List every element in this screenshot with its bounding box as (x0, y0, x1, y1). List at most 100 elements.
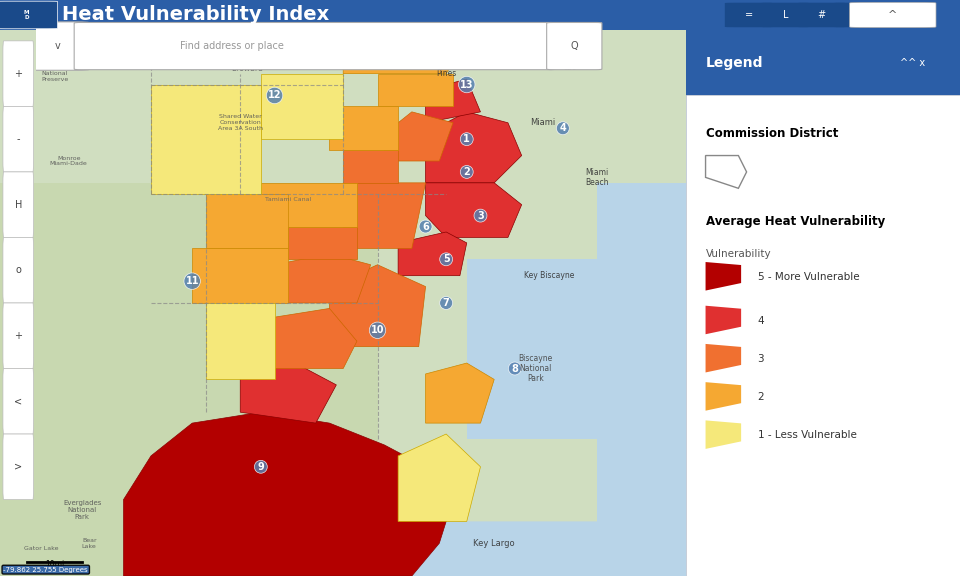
Polygon shape (377, 183, 597, 576)
Text: 1 - Less Vulnerable: 1 - Less Vulnerable (757, 430, 856, 441)
Text: i: i (894, 10, 896, 20)
Text: Legend: Legend (706, 56, 763, 70)
Text: 5: 5 (443, 254, 449, 264)
Text: Shared Water
Conservation
Area 3A South: Shared Water Conservation Area 3A South (218, 115, 263, 131)
Polygon shape (240, 363, 336, 423)
Text: 7: 7 (443, 298, 449, 308)
Text: Bear
Lake: Bear Lake (82, 538, 97, 548)
Polygon shape (261, 308, 357, 369)
Text: +: + (14, 331, 22, 341)
Polygon shape (706, 306, 741, 334)
Text: Pines Blvd: Pines Blvd (408, 54, 444, 60)
FancyBboxPatch shape (798, 3, 846, 27)
FancyBboxPatch shape (546, 22, 602, 70)
Polygon shape (377, 521, 597, 576)
FancyBboxPatch shape (3, 369, 34, 434)
Text: Biscayne
National
Park: Biscayne National Park (518, 354, 553, 384)
Polygon shape (329, 265, 425, 347)
Text: 11: 11 (185, 276, 199, 286)
Polygon shape (124, 412, 453, 576)
Text: L: L (782, 10, 788, 20)
Polygon shape (706, 382, 741, 411)
Text: H: H (14, 200, 22, 210)
Text: Vulnerability: Vulnerability (706, 249, 771, 259)
Text: <: < (14, 396, 22, 406)
Text: +: + (14, 69, 22, 79)
Text: 2: 2 (464, 167, 470, 177)
Polygon shape (344, 183, 425, 248)
Polygon shape (261, 183, 357, 226)
Text: 4: 4 (560, 123, 566, 133)
Polygon shape (344, 150, 398, 183)
Polygon shape (206, 303, 275, 380)
Polygon shape (467, 259, 597, 439)
Text: 8: 8 (512, 363, 518, 373)
FancyBboxPatch shape (725, 3, 773, 27)
Text: Broward: Broward (231, 64, 263, 73)
Text: -79.862 25.755 Degrees: -79.862 25.755 Degrees (4, 567, 88, 573)
Text: Monroe
Miami-Dade: Monroe Miami-Dade (50, 156, 87, 166)
Polygon shape (425, 183, 521, 237)
Text: Miami: Miami (530, 118, 555, 127)
Text: Big Cypress
National
Preserve: Big Cypress National Preserve (36, 65, 73, 82)
Text: Gator Lake: Gator Lake (24, 546, 59, 551)
FancyBboxPatch shape (850, 2, 936, 28)
Text: Key Biscayne: Key Biscayne (524, 271, 574, 280)
Text: 3: 3 (477, 211, 484, 221)
Text: 9: 9 (257, 462, 264, 472)
Text: Hollywood: Hollywood (514, 42, 557, 51)
Text: 820: 820 (563, 65, 576, 71)
Text: v: v (55, 41, 60, 51)
FancyBboxPatch shape (74, 22, 555, 70)
Polygon shape (0, 30, 686, 183)
Bar (686, 30, 960, 96)
FancyBboxPatch shape (3, 434, 34, 499)
Text: Heat Vulnerability Index: Heat Vulnerability Index (62, 6, 329, 24)
FancyBboxPatch shape (3, 172, 34, 237)
Polygon shape (706, 262, 741, 290)
Polygon shape (377, 74, 453, 107)
FancyBboxPatch shape (834, 3, 882, 27)
Text: M
D: M D (24, 10, 29, 20)
Text: =: = (745, 10, 753, 20)
FancyBboxPatch shape (761, 3, 809, 27)
Text: 13: 13 (460, 79, 473, 89)
Text: ^^ x: ^^ x (900, 58, 924, 68)
Polygon shape (398, 232, 467, 276)
Polygon shape (398, 434, 481, 521)
FancyBboxPatch shape (3, 41, 34, 107)
FancyBboxPatch shape (3, 303, 34, 369)
Polygon shape (706, 420, 741, 449)
FancyBboxPatch shape (0, 1, 58, 29)
Polygon shape (206, 194, 288, 248)
Text: 10mi: 10mi (45, 560, 64, 569)
FancyBboxPatch shape (871, 3, 919, 27)
Text: Find address or place: Find address or place (180, 41, 283, 51)
Text: ^: ^ (888, 10, 898, 20)
Polygon shape (192, 248, 288, 303)
Polygon shape (425, 112, 521, 183)
Text: -: - (16, 134, 20, 144)
Polygon shape (706, 344, 741, 373)
Text: Key Largo: Key Largo (473, 539, 515, 548)
Text: 1: 1 (464, 134, 470, 144)
Text: Miami
Beach: Miami Beach (586, 168, 609, 187)
FancyBboxPatch shape (3, 237, 34, 303)
FancyBboxPatch shape (25, 22, 90, 70)
Polygon shape (329, 107, 398, 150)
Polygon shape (151, 85, 261, 194)
Polygon shape (425, 79, 481, 123)
Polygon shape (425, 363, 494, 423)
Text: Average Heat Vulnerability: Average Heat Vulnerability (706, 215, 885, 228)
Text: 4: 4 (757, 316, 764, 325)
Text: Tamiami Canal: Tamiami Canal (265, 197, 311, 202)
Bar (686, 96, 960, 576)
Text: Commission District: Commission District (706, 127, 838, 140)
Text: #: # (818, 10, 826, 20)
Text: Everglades
National
Park: Everglades National Park (63, 501, 102, 521)
Text: 3: 3 (757, 354, 764, 364)
Polygon shape (344, 41, 467, 74)
Text: Pembroke
Pines: Pembroke Pines (427, 59, 465, 78)
Polygon shape (275, 254, 371, 303)
Text: Q: Q (571, 41, 579, 51)
